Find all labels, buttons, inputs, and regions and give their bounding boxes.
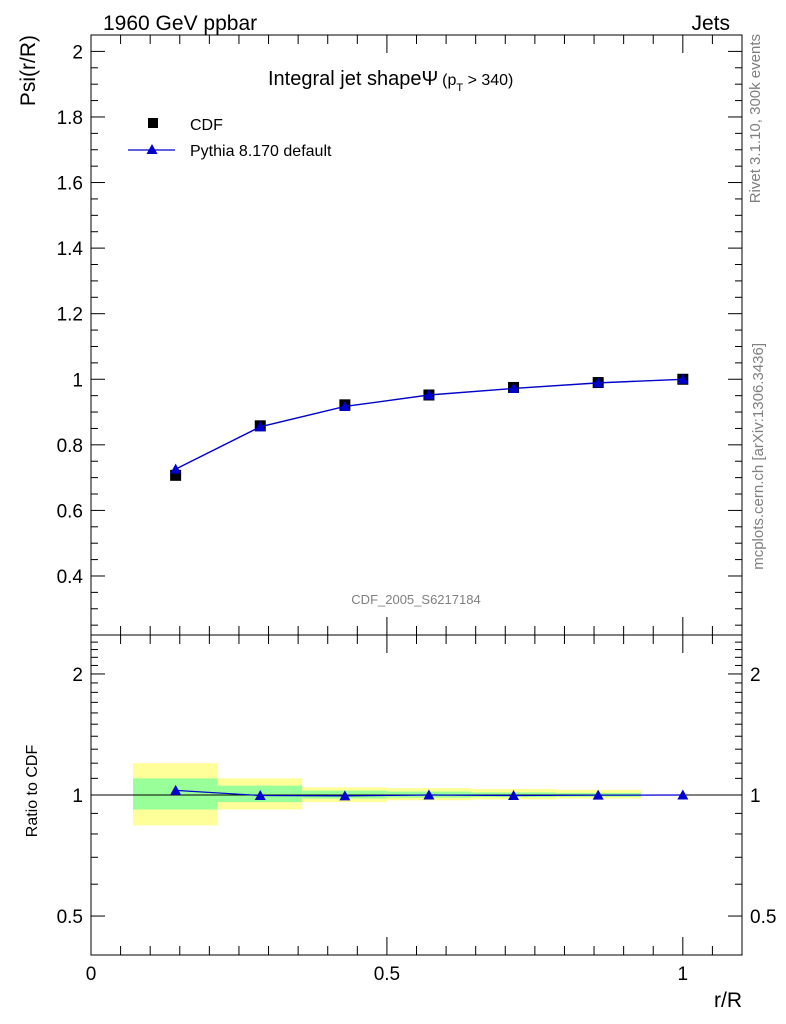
ratio-y-label: Ratio to CDF xyxy=(24,745,41,838)
main-plot-data xyxy=(170,373,689,481)
mc-point xyxy=(339,400,351,411)
ratio-mc-point xyxy=(170,784,182,795)
ratio-y-tick-label: 1 xyxy=(72,786,83,807)
y-tick-label: 0.6 xyxy=(57,501,83,522)
title-sub: (p xyxy=(442,72,456,89)
y-tick-label: 2 xyxy=(72,42,83,63)
main-plot-axes: 0.4 0.6 0.8 1 1.2 1.4 1.6 1.8 2 xyxy=(57,35,743,635)
mc-point xyxy=(508,382,520,393)
mc-point xyxy=(170,463,182,474)
header-left: 1960 GeV ppbar xyxy=(103,12,257,35)
main-plot-frame xyxy=(90,34,743,636)
mc-point xyxy=(254,421,266,432)
x-tick-label: 1 xyxy=(678,964,689,985)
ratio-y-tick-label-right: 2 xyxy=(750,665,761,686)
ratio-y-tick-label: 0.5 xyxy=(57,907,83,928)
y-axis-label: Psi(r/R) xyxy=(17,35,40,106)
mc-point xyxy=(423,389,435,400)
legend-mc-marker xyxy=(146,144,158,154)
ratio-mc-point xyxy=(592,789,604,800)
y-tick-label: 1 xyxy=(72,370,83,391)
analysis-id: CDF_2005_S6217184 xyxy=(351,592,480,607)
ratio-mc-point xyxy=(339,790,351,801)
title-subscript: T xyxy=(456,82,463,94)
ratio-plot-data xyxy=(170,784,689,801)
x-axis-label: r/R xyxy=(714,989,742,1012)
legend-mc-label: Pythia 8.170 default xyxy=(190,143,332,160)
ratio-y-tick-label: 2 xyxy=(72,665,83,686)
ratio-plot-axes: 0.5 0.5 1 1 2 2 0 0.5 1 xyxy=(57,635,776,985)
y-tick-label: 1.8 xyxy=(57,108,83,129)
mcplots-label: mcplots.cern.ch [arXiv:1306.3436] xyxy=(750,343,767,570)
y-tick-label: 0.8 xyxy=(57,436,83,457)
y-tick-label: 1.2 xyxy=(57,305,83,326)
legend: CDF Pythia 8.170 default xyxy=(128,117,332,160)
legend-cdf-marker xyxy=(148,118,158,128)
cdf-point xyxy=(170,469,182,481)
main-plot-title: Integral jet shapeΨ (pT > 340) xyxy=(268,68,513,94)
x-tick-label: 0.5 xyxy=(374,964,400,985)
y-tick-label: 1.4 xyxy=(57,239,84,260)
title-main: Integral jet shapeΨ xyxy=(268,68,438,90)
mc-point xyxy=(592,377,604,388)
legend-cdf-label: CDF xyxy=(190,117,223,134)
ratio-y-tick-label-right: 0.5 xyxy=(750,907,776,928)
ratio-mc-point xyxy=(423,789,435,800)
mc-point xyxy=(677,373,689,384)
ratio-mc-point xyxy=(254,790,266,801)
svg-text:Integral jet shapeΨ(pT > 340): Integral jet shapeΨ (pT > 340) xyxy=(268,68,513,94)
y-tick-label: 0.4 xyxy=(57,567,84,588)
rivet-label: Rivet 3.1.10, 300k events xyxy=(747,34,764,203)
header-right: Jets xyxy=(691,12,730,35)
ratio-mc-point xyxy=(508,790,520,801)
ratio-mc-point xyxy=(677,789,689,800)
y-tick-label: 1.6 xyxy=(57,174,83,195)
ratio-y-tick-label-right: 1 xyxy=(750,786,761,807)
title-tail: > 340) xyxy=(463,72,513,89)
ratio-bands xyxy=(133,763,641,826)
x-tick-label: 0 xyxy=(86,964,97,985)
